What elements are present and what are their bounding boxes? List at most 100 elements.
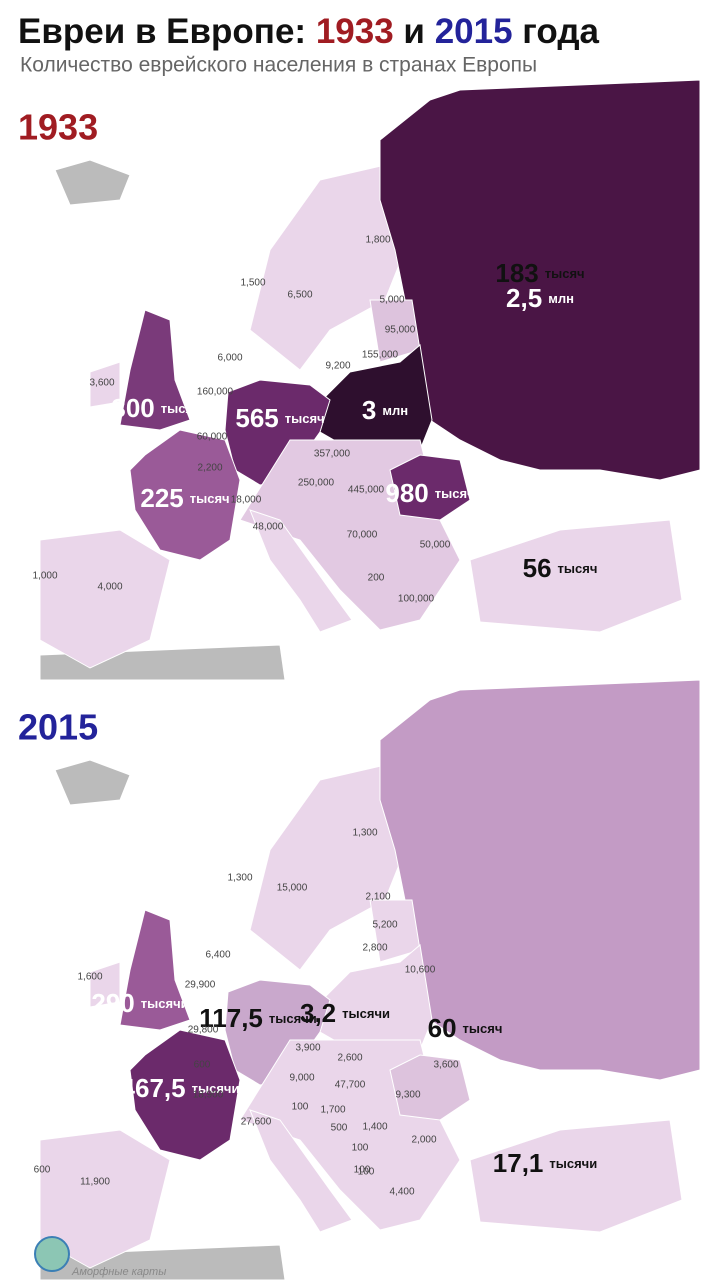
small-label: 5,000	[379, 295, 404, 306]
small-label: 4,000	[97, 582, 122, 593]
small-label: 100	[354, 1165, 371, 1176]
label-unit: тысяч	[285, 411, 325, 426]
small-label: 2,100	[365, 892, 390, 903]
region-russia	[379, 679, 701, 1081]
small-label: 3,900	[295, 1043, 320, 1054]
small-label: 9,200	[325, 361, 350, 372]
small-label: 2,200	[197, 463, 222, 474]
small-label: 9,000	[289, 1073, 314, 1084]
region-uk	[119, 309, 191, 431]
small-label: 100,000	[398, 594, 435, 605]
small-label: 445,000	[348, 485, 385, 496]
label-unit: тысяч	[190, 491, 230, 506]
big-label: 60 тысяч	[428, 1013, 503, 1043]
region-ireland	[89, 361, 121, 408]
subtitle: Количество еврейского населения в страна…	[20, 54, 537, 77]
label-unit: тысячи	[161, 401, 209, 416]
credit: Аморфные карты	[71, 1266, 166, 1278]
small-label: 250,000	[298, 478, 335, 489]
small-label: 200	[368, 573, 385, 584]
small-label: 1,800	[365, 235, 390, 246]
small-label: 47,700	[335, 1080, 366, 1091]
title-year: 2015	[435, 12, 513, 51]
small-label: 70,000	[347, 530, 378, 541]
small-label: 10,600	[405, 965, 436, 976]
big-label: 17,1 тысячи	[493, 1148, 597, 1178]
region-turkey	[469, 1119, 683, 1233]
small-label: 1,600	[77, 972, 102, 983]
small-label: 6,000	[217, 353, 242, 364]
small-label: 18,900	[193, 1090, 224, 1101]
region-italy	[249, 1109, 353, 1233]
small-label: 15,000	[277, 883, 308, 894]
label-value: 183	[495, 258, 538, 288]
small-label: 100	[352, 1143, 369, 1154]
small-label: 4,400	[389, 1187, 414, 1198]
small-label: 100	[358, 1167, 375, 1178]
big-label: 56 тысяч	[523, 553, 598, 583]
small-label: 500	[331, 1123, 348, 1134]
label-unit: тысячи	[192, 1081, 240, 1096]
big-label: 117,5 тысячи	[199, 1003, 316, 1033]
small-label: 1,500	[240, 278, 265, 289]
small-label: 29,800	[188, 1025, 219, 1036]
small-label: 1,000	[32, 571, 57, 582]
small-label: 100	[292, 1102, 309, 1113]
big-label: 225 тысяч	[140, 483, 229, 513]
small-label: 48,000	[253, 522, 284, 533]
big-label: 3 млн	[362, 395, 408, 425]
title: Евреи в Европе: 1933 и 2015 года	[18, 12, 600, 51]
label-unit: тысяч	[435, 486, 475, 501]
small-label: 3,600	[433, 1060, 458, 1071]
label-value: 17,1	[493, 1148, 544, 1178]
small-label: 5,200	[372, 920, 397, 931]
logo	[34, 1236, 70, 1272]
label-value: 290	[91, 988, 134, 1018]
small-label: 50,000	[420, 540, 451, 551]
small-label: 6,500	[287, 290, 312, 301]
small-label: 6,400	[205, 950, 230, 961]
region-poland	[319, 944, 433, 1056]
small-label: 2,000	[411, 1135, 436, 1146]
region-iceland	[54, 159, 131, 206]
big-label: 290 тысячи	[91, 988, 188, 1018]
region-romania	[389, 454, 471, 521]
region-iceland	[54, 759, 131, 806]
label-unit: млн	[548, 291, 574, 306]
small-label: 357,000	[314, 449, 351, 460]
label-unit: тысячи	[269, 1011, 317, 1026]
label-value: 980	[385, 478, 428, 508]
map-year: 1933	[18, 107, 98, 148]
region-ireland	[89, 961, 121, 1008]
label-unit: тысячи	[141, 996, 189, 1011]
label-value: 3	[362, 395, 376, 425]
title-part: года	[522, 12, 599, 51]
small-label: 1,300	[227, 873, 252, 884]
title-part: Евреи в Европе:	[18, 12, 306, 51]
small-label: 1,400	[362, 1122, 387, 1133]
small-label: 2,800	[362, 943, 387, 954]
label-unit: тысяч	[545, 266, 585, 281]
small-label: 18,000	[231, 495, 262, 506]
small-label: 1,700	[320, 1105, 345, 1116]
label-value: 117,5	[199, 1003, 263, 1033]
small-label: 600	[194, 1060, 211, 1071]
small-label: 1,300	[352, 828, 377, 839]
big-label: 565 тысяч	[235, 403, 324, 433]
label-unit: тысячи	[549, 1156, 597, 1171]
big-label: 300 тысячи	[111, 393, 208, 423]
region-italy	[249, 509, 353, 633]
big-label: 980 тысяч	[385, 478, 474, 508]
label-unit: тысяч	[558, 561, 598, 576]
region-france	[129, 1029, 241, 1161]
region-iberia	[39, 1129, 171, 1269]
label-value: 467,5	[121, 1073, 186, 1103]
label-value: 56	[523, 553, 552, 583]
small-label: 160,000	[197, 387, 234, 398]
region-uk	[119, 909, 191, 1031]
small-label: 600	[34, 1165, 51, 1176]
label-unit: тысяч	[463, 1021, 503, 1036]
big-label: 467,5 тысячи	[121, 1073, 240, 1103]
region-france	[129, 429, 241, 561]
big-label: 2,5 млн	[506, 283, 574, 313]
